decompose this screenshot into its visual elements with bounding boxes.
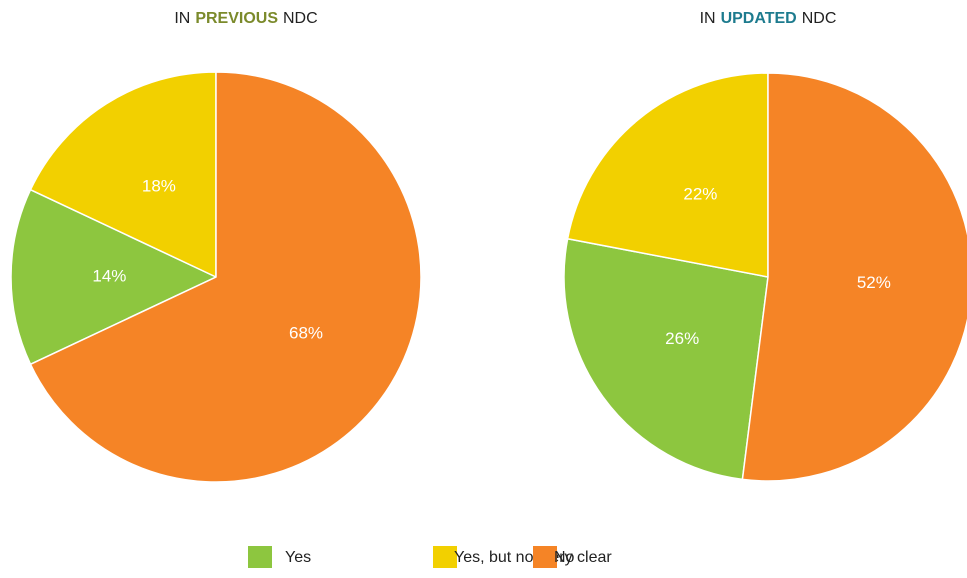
title-part: IN [700, 10, 716, 27]
title-part: PREVIOUS [195, 10, 278, 27]
legend-swatch [433, 546, 457, 568]
title-part: NDC [802, 10, 837, 27]
legend-label: Yes [285, 549, 311, 566]
data-label: 26% [665, 329, 699, 348]
data-label: 52% [857, 273, 891, 292]
pie-slice [566, 72, 769, 278]
pie-slice [563, 237, 769, 481]
pie-slice [10, 188, 218, 366]
chart-title: IN PREVIOUS NDC [174, 10, 317, 27]
chart-title: IN UPDATED NDC [700, 10, 837, 27]
title-part: NDC [283, 10, 318, 27]
pie-slice [29, 71, 217, 279]
pie-slice [29, 71, 422, 483]
data-label: 18% [142, 176, 176, 195]
title-part: UPDATED [721, 10, 797, 27]
pie-slice [741, 72, 967, 482]
legend-swatch [248, 546, 272, 568]
title-part: IN [174, 10, 190, 27]
legend-label: No [554, 549, 575, 566]
data-label: 14% [92, 266, 126, 285]
data-label: 22% [683, 185, 717, 204]
data-label: 68% [289, 324, 323, 343]
legend-swatch [533, 546, 557, 568]
